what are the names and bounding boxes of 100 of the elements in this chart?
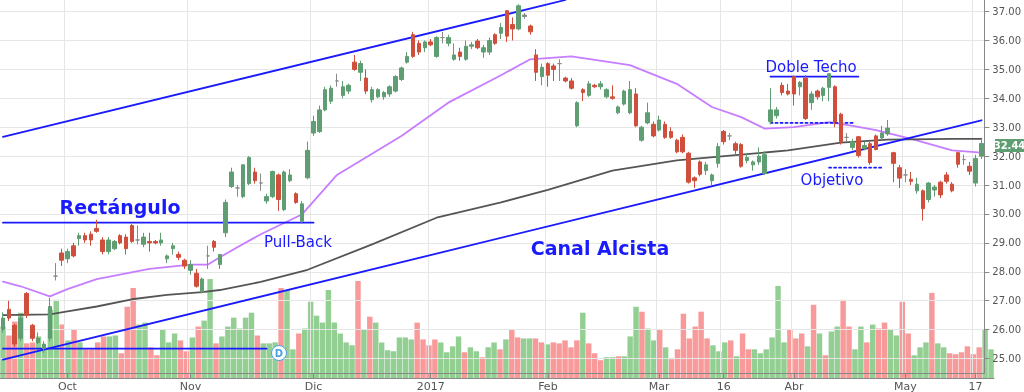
candlestick [124, 233, 128, 255]
candlestick [229, 167, 234, 189]
candlestick [798, 80, 802, 96]
y-tick-label: 29.00 [992, 237, 1022, 249]
candlestick [815, 89, 820, 101]
bar [580, 312, 586, 378]
candlestick [856, 135, 861, 159]
candlestick [716, 142, 720, 169]
candlestick [458, 47, 462, 62]
candlestick [745, 152, 749, 164]
bar [355, 281, 361, 378]
y-tick-label: 34.00 [992, 92, 1022, 104]
candlestick [65, 248, 70, 264]
candlestick [973, 154, 978, 187]
candlestick [276, 172, 281, 212]
y-tick-label: 25.00 [992, 353, 1022, 365]
x-tick-label: Feb [538, 380, 558, 392]
candlestick [803, 74, 808, 121]
candlestick [77, 232, 81, 247]
candlestick [721, 129, 726, 146]
candlestick [956, 151, 960, 169]
candlestick [182, 258, 187, 270]
candlestick [493, 32, 497, 46]
candlestick [288, 168, 292, 183]
candlestick [938, 180, 943, 199]
candlestick [452, 42, 456, 62]
candlestick [622, 89, 626, 107]
y-tick-label: 35.00 [992, 63, 1022, 75]
candlestick [897, 164, 902, 189]
candlestick [434, 35, 439, 59]
y-tick-label: 32.00 [992, 150, 1022, 162]
candlestick [592, 83, 597, 89]
annotation: Pull-Back [264, 233, 332, 251]
candlestick [891, 151, 896, 183]
candlestick [194, 268, 199, 289]
candlestick [645, 102, 650, 125]
candlestick [516, 3, 521, 31]
candlestick [159, 232, 163, 247]
candlestick [979, 138, 984, 160]
x-tick-label: Abr [784, 380, 804, 392]
candlestick [950, 181, 954, 193]
x-tick-label: Nov [179, 380, 202, 392]
candlestick [100, 236, 105, 255]
bar [0, 326, 6, 378]
bar [71, 329, 77, 378]
candlestick [663, 120, 667, 140]
candlestick [587, 80, 591, 98]
candlestick [417, 39, 421, 56]
candlestick [792, 74, 796, 107]
candlestick [135, 225, 140, 245]
candlestick [329, 84, 333, 105]
candlestick [698, 159, 702, 177]
bar [929, 292, 935, 378]
annotation: Canal Alcista [530, 237, 670, 259]
x-tick-label: 2017 [416, 380, 445, 392]
candlestick [212, 239, 216, 253]
candlestick [247, 155, 251, 186]
y-tick-label: 37.00 [992, 6, 1022, 18]
candlestick [130, 223, 134, 244]
candlestick [528, 24, 533, 36]
candlestick [405, 51, 409, 65]
candlestick [7, 300, 11, 322]
candlestick [218, 253, 222, 270]
candlestick [628, 80, 632, 115]
bar [503, 339, 509, 378]
annotation: Objetivo [800, 171, 864, 189]
y-tick-label: 27.00 [992, 295, 1022, 307]
candlestick [634, 87, 638, 128]
candlestick [874, 133, 878, 151]
candlestick [604, 87, 609, 99]
bar [65, 340, 71, 378]
candlestick [440, 31, 445, 44]
annotation: Doble Techo [765, 58, 857, 76]
candlestick [575, 100, 579, 128]
candlestick [94, 219, 99, 234]
candlestick [915, 177, 919, 195]
candlestick [598, 80, 603, 91]
candlestick [704, 161, 708, 176]
y-tick-label: 36.00 [992, 34, 1022, 46]
x-tick-label: 17 [968, 380, 983, 392]
candlestick [241, 164, 245, 199]
candlestick [89, 230, 93, 247]
candlestick [534, 48, 538, 82]
candlestick [868, 141, 872, 166]
candlestick [223, 199, 228, 238]
candlestick [921, 188, 925, 222]
candlestick [294, 191, 298, 205]
candlestick [909, 171, 913, 186]
y-tick-label: 28.00 [992, 266, 1022, 278]
candlestick [903, 168, 908, 183]
bar [77, 342, 83, 378]
candlestick [821, 86, 825, 102]
candlestick [165, 253, 169, 264]
candlestick [282, 170, 286, 212]
candlestick [364, 68, 368, 95]
x-tick-label: Mar [648, 380, 671, 392]
bar [296, 333, 302, 378]
candlestick [53, 262, 58, 281]
candlestick [651, 120, 656, 138]
bar [497, 349, 503, 378]
